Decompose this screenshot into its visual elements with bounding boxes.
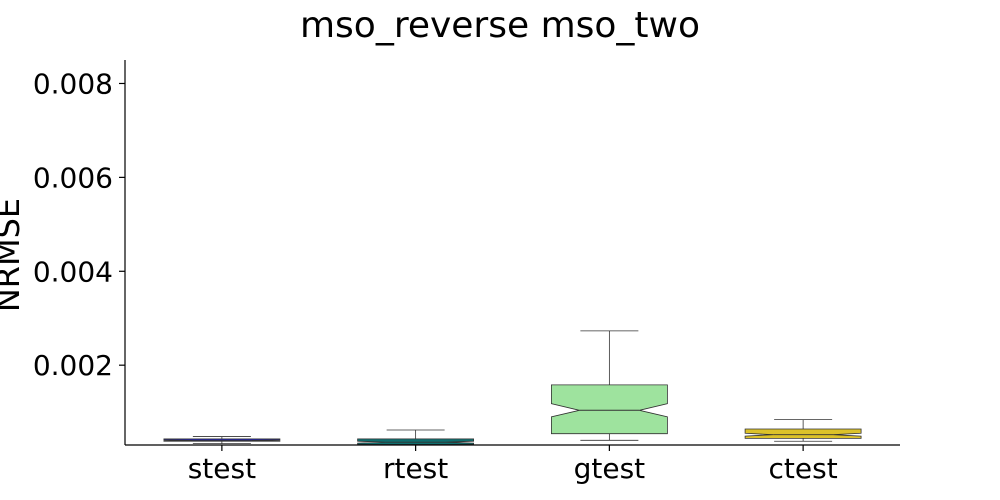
y-tick-label: 0.006 xyxy=(33,161,113,194)
y-tick-label: 0.008 xyxy=(33,67,113,100)
x-tick-label: ctest xyxy=(769,452,838,485)
x-tick-label: rtest xyxy=(383,452,448,485)
box-gtest xyxy=(551,330,668,441)
y-tick-label: 0.002 xyxy=(33,349,113,382)
box-stest xyxy=(163,436,281,444)
box-body xyxy=(551,384,668,435)
y-axis-label: NRMSE xyxy=(0,198,27,312)
x-tick-label: stest xyxy=(188,452,256,485)
y-ticks-group: 0.002 0.004 0.006 0.008 xyxy=(33,67,125,382)
box-ctest xyxy=(744,419,862,442)
chart-title: mso_reverse mso_two xyxy=(300,5,700,46)
box-body xyxy=(357,438,475,445)
x-ticks-group: stest rtest gtest ctest xyxy=(188,445,838,485)
x-tick-label: gtest xyxy=(574,452,646,485)
boxes-group xyxy=(163,330,862,446)
box-body xyxy=(744,428,862,439)
y-tick-label: 0.004 xyxy=(33,255,113,288)
box-rtest xyxy=(357,429,475,446)
